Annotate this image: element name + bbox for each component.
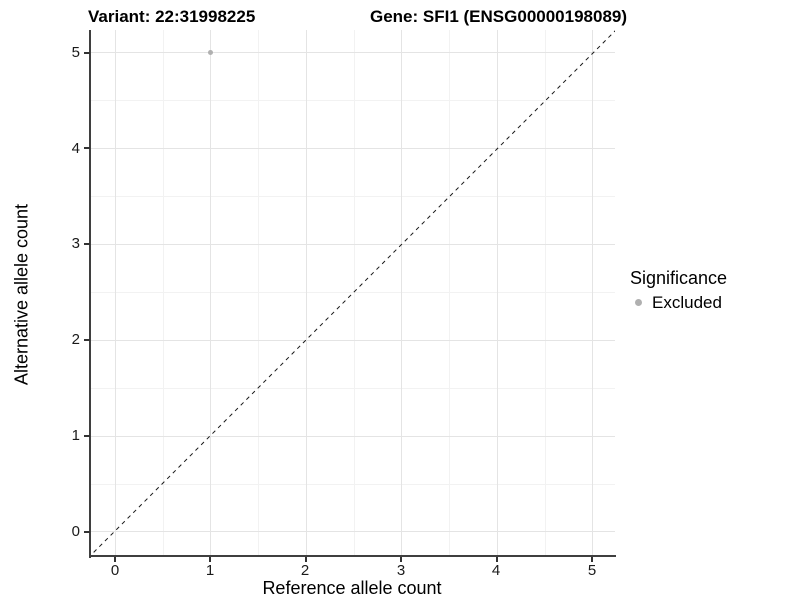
variant-title: Variant: 22:31998225 xyxy=(88,7,256,26)
plot-panel xyxy=(90,30,615,556)
y-tick-mark xyxy=(84,531,90,533)
legend: Significance Excluded xyxy=(630,268,727,313)
gridline-major-horizontal xyxy=(90,340,615,341)
y-tick-label: 2 xyxy=(71,331,80,348)
gridline-minor-vertical xyxy=(354,30,355,556)
y-tick-mark xyxy=(84,52,90,54)
x-tick-mark xyxy=(114,557,116,562)
y-tick-mark xyxy=(84,435,90,437)
data-point-excluded xyxy=(208,50,213,55)
x-tick-mark xyxy=(496,557,498,562)
gene-title: Gene: SFI1 (ENSG00000198089) xyxy=(370,7,628,26)
excluded-point-icon xyxy=(635,299,642,306)
x-tick-label: 2 xyxy=(300,562,310,579)
gridline-major-horizontal xyxy=(90,244,615,245)
gridline-minor-vertical xyxy=(545,30,546,556)
y-tick-label: 0 xyxy=(71,523,80,540)
legend-item-label: Excluded xyxy=(652,293,722,312)
gridline-major-horizontal xyxy=(90,52,615,53)
y-tick-label: 1 xyxy=(71,427,80,444)
identity-dashed-line xyxy=(90,30,615,556)
x-tick-mark xyxy=(305,557,307,562)
y-tick-label: 5 xyxy=(71,44,80,61)
x-tick-label: 0 xyxy=(110,562,120,579)
y-tick-label: 4 xyxy=(71,140,80,157)
gridline-major-vertical xyxy=(592,30,593,556)
legend-title: Significance xyxy=(630,268,728,288)
gridline-minor-vertical xyxy=(163,30,164,556)
gridline-minor-horizontal xyxy=(90,388,615,389)
y-axis-title: Alternative allele count xyxy=(11,203,32,386)
gridline-major-horizontal xyxy=(90,531,615,532)
gridline-major-vertical xyxy=(306,30,307,556)
gridline-minor-vertical xyxy=(258,30,259,556)
gridline-major-vertical xyxy=(115,30,116,556)
x-axis-line xyxy=(89,555,616,557)
x-tick-label: 1 xyxy=(205,562,215,579)
x-tick-label: 3 xyxy=(396,562,406,579)
x-tick-label: 5 xyxy=(587,562,597,579)
gridline-minor-horizontal xyxy=(90,484,615,485)
x-tick-mark xyxy=(400,557,402,562)
y-axis-line xyxy=(89,30,91,558)
gridline-minor-horizontal xyxy=(90,292,615,293)
y-tick-mark xyxy=(84,147,90,149)
y-tick-mark xyxy=(84,339,90,341)
y-tick-label: 3 xyxy=(71,235,80,252)
gridline-minor-vertical xyxy=(449,30,450,556)
x-tick-mark xyxy=(591,557,593,562)
gridline-major-horizontal xyxy=(90,436,615,437)
y-tick-mark xyxy=(84,243,90,245)
gridline-minor-horizontal xyxy=(90,100,615,101)
x-axis-title: Reference allele count xyxy=(262,578,442,598)
gridline-major-horizontal xyxy=(90,148,615,149)
gridline-major-vertical xyxy=(497,30,498,556)
gridline-minor-horizontal xyxy=(90,196,615,197)
gridline-major-vertical xyxy=(210,30,211,556)
x-tick-mark xyxy=(209,557,211,562)
legend-item-excluded: Excluded xyxy=(630,293,727,313)
x-tick-label: 4 xyxy=(491,562,501,579)
gridline-major-vertical xyxy=(401,30,402,556)
